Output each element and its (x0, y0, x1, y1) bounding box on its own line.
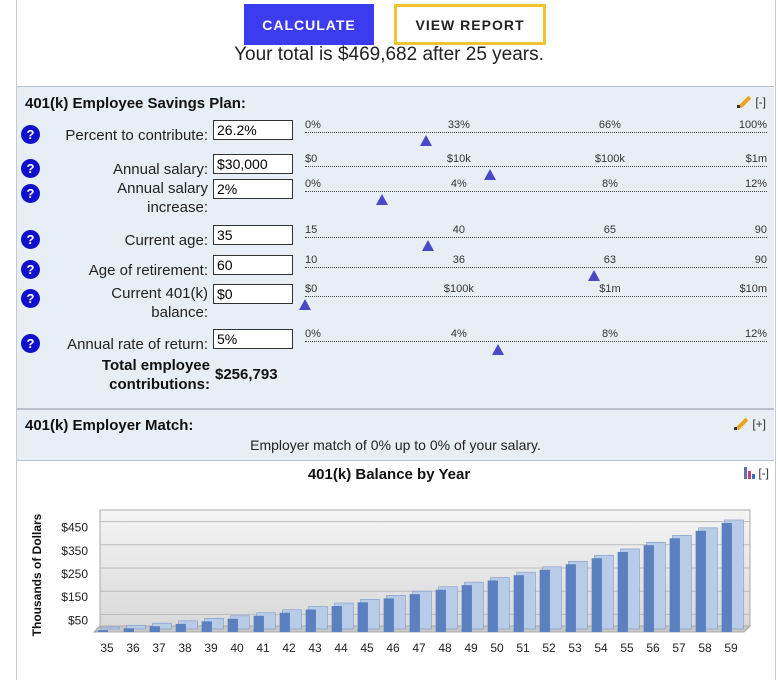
slider-tick-label: 12% (744, 328, 767, 340)
employer-match-text: Employer match of 0% up to 0% of your sa… (250, 437, 541, 453)
slider-thumb[interactable] (376, 194, 388, 205)
collapse-toggle[interactable]: [-] (755, 95, 766, 109)
slider-tick-label: 8% (601, 328, 618, 340)
view-report-button[interactable]: VIEW REPORT (394, 4, 546, 45)
slider-tick-label: 90 (754, 224, 767, 236)
slider-tick-label: 40 (452, 224, 465, 236)
slider-tick-label: 65 (603, 224, 617, 236)
slider-tick-label: 100% (738, 119, 767, 131)
bar-chart-icon[interactable] (744, 467, 756, 479)
slider-tick-label: $10k (446, 153, 471, 165)
slider-tick-label: 33% (447, 119, 470, 131)
slider-tick-label: 15 (305, 224, 318, 236)
slider-thumb[interactable] (483, 169, 496, 180)
slider-tick-label: $100k (594, 153, 625, 165)
field-input[interactable] (213, 225, 293, 245)
field-slider[interactable]: 15 40 65 90 (305, 224, 767, 256)
slider-tick-label: 12% (744, 178, 767, 190)
question-icon[interactable]: ? (21, 260, 40, 279)
expand-toggle[interactable]: [+] (752, 417, 766, 431)
slider-tick-label: 90 (754, 254, 767, 266)
question-icon[interactable]: ? (21, 230, 40, 249)
chart-collapse-toggle[interactable]: [-] (758, 466, 769, 480)
slider-tick-label: $1m (745, 153, 767, 165)
calculate-button[interactable]: CALCULATE (244, 4, 374, 45)
field-slider[interactable]: $0 $10k $100k $1m (305, 153, 767, 185)
question-icon[interactable]: ? (21, 334, 40, 353)
slider-thumb[interactable] (420, 135, 433, 146)
slider-tick-label: 0% (305, 178, 321, 190)
slider-thumb[interactable] (491, 344, 504, 355)
employer-match-panel: 401(k) Employer Match: [+] Employer matc… (17, 409, 774, 461)
field-input[interactable] (213, 255, 293, 275)
slider-tick-label: $1m (599, 283, 621, 295)
slider-tick-label: $100k (443, 283, 474, 295)
pencil-icon[interactable] (734, 417, 748, 431)
question-icon[interactable]: ? (21, 289, 40, 308)
field-label: Annual salary increase: (117, 180, 208, 216)
total-summary: Your total is $469,682 after 25 years. (234, 44, 544, 65)
slider-tick-label: $0 (305, 283, 318, 295)
field-slider[interactable]: 0% 33% 66% 100% (305, 119, 767, 151)
field-input[interactable] (213, 179, 293, 199)
question-icon[interactable]: ? (21, 184, 40, 203)
field-input[interactable] (213, 284, 293, 304)
slider-thumb[interactable] (422, 240, 435, 251)
slider-tick-label: 0% (305, 328, 321, 340)
field-label: Annual salary: (112, 161, 208, 178)
pencil-icon[interactable] (737, 95, 751, 109)
slider-tick-label: 4% (450, 178, 467, 190)
field-label: Age of retirement: (88, 262, 208, 279)
slider-tick-label: 0% (305, 119, 321, 131)
field-label: Current 401(k) balance: (111, 285, 208, 321)
field-input[interactable] (213, 120, 293, 140)
total-contributions-value: $256,793 (215, 366, 278, 383)
total-contributions-label: Total employee contributions: (101, 357, 210, 393)
chart-title: 401(k) Balance by Year (307, 466, 471, 483)
question-icon[interactable]: ? (21, 159, 40, 178)
savings-plan-title: 401(k) Employee Savings Plan: (25, 95, 246, 112)
slider-tick-label: 10 (305, 254, 318, 266)
field-slider[interactable]: 10 36 63 90 (305, 254, 767, 286)
field-input[interactable] (213, 154, 293, 174)
slider-tick-label: $0 (305, 153, 318, 165)
employer-match-title: 401(k) Employer Match: (25, 417, 194, 434)
slider-tick-label: 4% (450, 328, 467, 340)
savings-plan-panel: 401(k) Employee Savings Plan: [-] (17, 86, 774, 409)
slider-thumb[interactable] (587, 270, 600, 281)
field-slider[interactable]: 0% 4% 8% 12% (305, 328, 767, 360)
field-slider[interactable]: $0 $100k $1m $10m (299, 283, 767, 315)
field-slider[interactable]: 0% 4% 8% 12% (305, 178, 767, 210)
field-label: Annual rate of return: (67, 336, 208, 353)
slider-tick-label: 8% (601, 178, 618, 190)
slider-tick-label: 66% (598, 119, 621, 131)
field-label: Percent to contribute: (65, 127, 208, 144)
slider-tick-label: 63 (603, 254, 617, 266)
field-input[interactable] (213, 329, 293, 349)
slider-tick-label: 36 (452, 254, 465, 266)
slider-tick-label: $10m (739, 283, 767, 295)
field-label: Current age: (124, 232, 208, 249)
slider-thumb[interactable] (299, 299, 311, 310)
question-icon[interactable]: ? (21, 125, 40, 144)
